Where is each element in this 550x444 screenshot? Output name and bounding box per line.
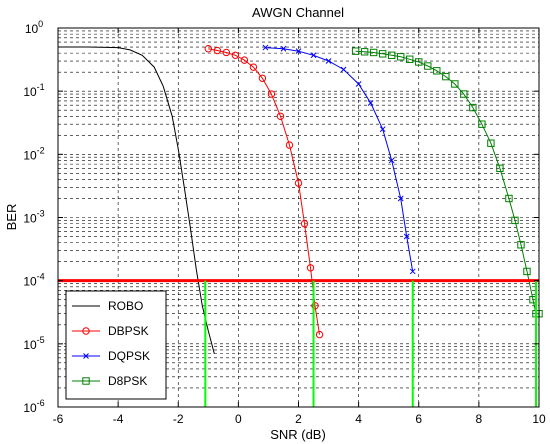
data-point-x — [397, 195, 404, 202]
data-point-x — [355, 81, 362, 87]
legend-label: DQPSK — [108, 349, 150, 363]
data-point-square — [451, 80, 459, 88]
x-tick-label: -6 — [53, 412, 64, 426]
data-point-circle — [300, 219, 309, 228]
data-point-circle — [222, 48, 231, 57]
x-tick-label: 10 — [532, 412, 546, 426]
data-point-x — [83, 353, 89, 359]
data-point-x — [367, 100, 374, 106]
x-tick-label: 0 — [235, 412, 242, 426]
y-tick-label: 100 — [25, 19, 43, 36]
data-point-circle — [258, 74, 267, 82]
data-point-square — [505, 194, 513, 203]
data-point-x — [388, 157, 395, 164]
data-point-x — [280, 45, 287, 52]
y-tick-label: 10-1 — [23, 82, 44, 99]
x-tick-label: 2 — [295, 412, 302, 426]
legend-label: DBPSK — [108, 324, 149, 338]
data-point-square — [460, 90, 468, 98]
data-point-square — [511, 216, 519, 225]
data-point-square — [387, 51, 396, 59]
legend-label: D8PSK — [108, 374, 147, 388]
x-tick-label: 6 — [415, 412, 422, 426]
x-tick-label: 8 — [476, 412, 483, 426]
data-point-circle — [240, 56, 249, 64]
data-point-x — [295, 48, 302, 55]
x-axis-label: SNR (dB) — [270, 427, 326, 442]
data-point-square — [433, 67, 441, 75]
data-point-x — [409, 268, 416, 275]
data-point-x — [403, 233, 410, 240]
series-line-d8psk — [355, 50, 539, 315]
y-axis-label: BER — [4, 204, 19, 231]
x-tick-label: 4 — [355, 412, 362, 426]
data-point-circle — [267, 90, 276, 98]
y-tick-label: 10-3 — [23, 209, 44, 226]
data-point-x — [262, 44, 269, 51]
data-point-circle — [306, 264, 315, 272]
data-point-square — [487, 139, 495, 147]
data-point-x — [340, 66, 347, 73]
data-point-square — [406, 55, 414, 63]
data-point-square — [523, 267, 531, 276]
legend: ROBO DBPSK DQPSK D8PSK — [65, 290, 167, 400]
data-point-square — [351, 47, 360, 55]
y-tick-label: 10-5 — [23, 335, 44, 352]
data-point-circle — [294, 179, 303, 187]
data-point-square — [424, 62, 432, 70]
data-point-circle — [249, 63, 258, 71]
data-point-x — [310, 52, 317, 59]
data-point-square — [397, 53, 405, 61]
data-point-square — [496, 164, 504, 173]
data-point-circle — [276, 112, 285, 121]
data-point-circle — [231, 51, 240, 59]
data-point-square — [82, 377, 90, 385]
data-point-circle — [82, 327, 90, 335]
series-line-robo — [58, 46, 215, 354]
y-tick-label: 10-4 — [23, 272, 44, 289]
y-tick-label: 10-6 — [23, 398, 44, 415]
y-tick-label: 10-2 — [23, 145, 44, 162]
data-point-circle — [311, 302, 319, 310]
x-tick-label: -2 — [173, 412, 184, 426]
data-point-square — [478, 120, 486, 128]
data-point-square — [517, 241, 525, 249]
x-tick-label: -4 — [113, 412, 124, 426]
data-point-x — [325, 58, 332, 64]
data-point-circle — [204, 45, 213, 53]
data-point-square — [442, 72, 450, 81]
data-point-square — [369, 48, 378, 57]
data-point-square — [378, 50, 387, 58]
data-point-square — [360, 48, 369, 56]
chart-title: AWGN Channel — [252, 5, 344, 20]
data-point-circle — [285, 141, 294, 149]
data-point-square — [469, 103, 477, 112]
data-point-x — [379, 126, 386, 133]
legend-label: ROBO — [108, 299, 143, 313]
data-point-square — [415, 58, 423, 66]
data-point-circle — [213, 46, 222, 55]
axis-ticks: -6 -4 -2 0 2 4 6 8 10 10-6 10-5 10-4 10-3 10-2 10-1 100 — [23, 19, 546, 426]
data-point-circle — [315, 330, 324, 339]
